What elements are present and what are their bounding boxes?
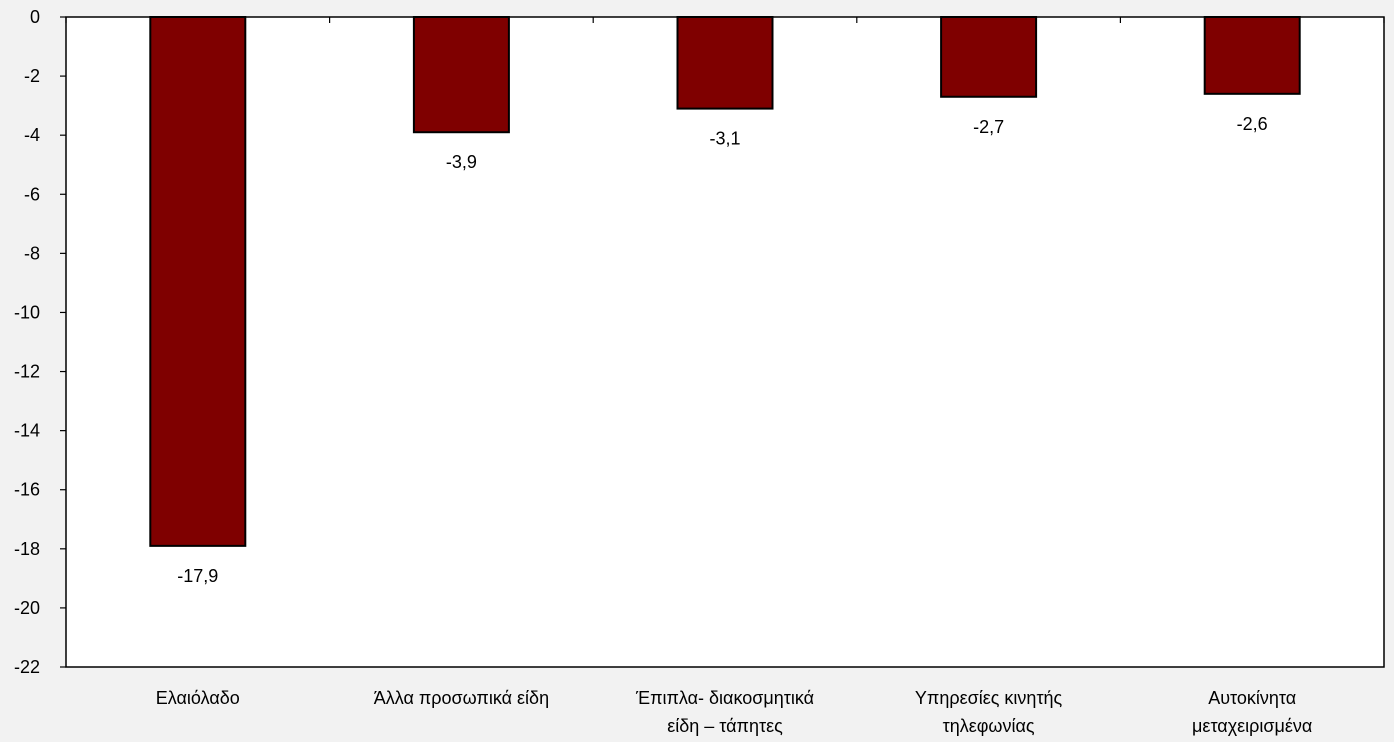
bar [676,16,774,110]
data-label: -3,9 [446,152,477,172]
x-tick-label: Έπιπλα- διακοσμητικά [635,688,814,708]
bar [149,16,247,547]
data-label: -2,7 [973,117,1004,137]
bar [1203,16,1301,95]
data-label: -2,6 [1237,114,1268,134]
y-axis: 0 -2 -4 -6 -8 -10 -12 -14 -16 -18 -20 -22 [14,7,66,677]
x-tick-label: Αυτοκίνητα [1208,688,1296,708]
y-tick-label: -8 [24,243,40,263]
y-tick-label: 0 [30,7,40,27]
bars [149,16,1301,547]
x-tick-label: μεταχειρισμένα [1192,716,1312,736]
y-tick-label: -4 [24,125,40,145]
y-tick-label: -2 [24,66,40,86]
x-tick-label: Υπηρεσίες κινητής [915,688,1063,708]
bar [412,16,510,134]
x-tick-label: Ελαιόλαδο [156,688,240,708]
y-tick-label: -10 [14,302,40,322]
y-tick-label: -18 [14,539,40,559]
x-tick-label: Άλλα προσωπικά είδη [374,688,549,708]
bar [940,16,1038,98]
x-tick-label: είδη – τάπητες [667,716,783,736]
plot-area [65,16,1385,668]
y-tick-label: -14 [14,421,40,441]
y-tick-label: -20 [14,598,40,618]
y-tick-label: -22 [14,657,40,677]
y-tick-label: -12 [14,362,40,382]
x-axis-labels: Ελαιόλαδο Άλλα προσωπικά είδη Έπιπλα- διακ… [156,688,1313,736]
y-tick-label: -16 [14,480,40,500]
y-tick-label: -6 [24,184,40,204]
data-label: -3,1 [709,129,740,149]
x-tick-label: τηλεφωνίας [943,716,1035,736]
data-label: -17,9 [177,566,218,586]
x-axis-ticks [65,17,1385,23]
data-labels: -17,9 -3,9 -3,1 -2,7 -2,6 [177,114,1267,586]
